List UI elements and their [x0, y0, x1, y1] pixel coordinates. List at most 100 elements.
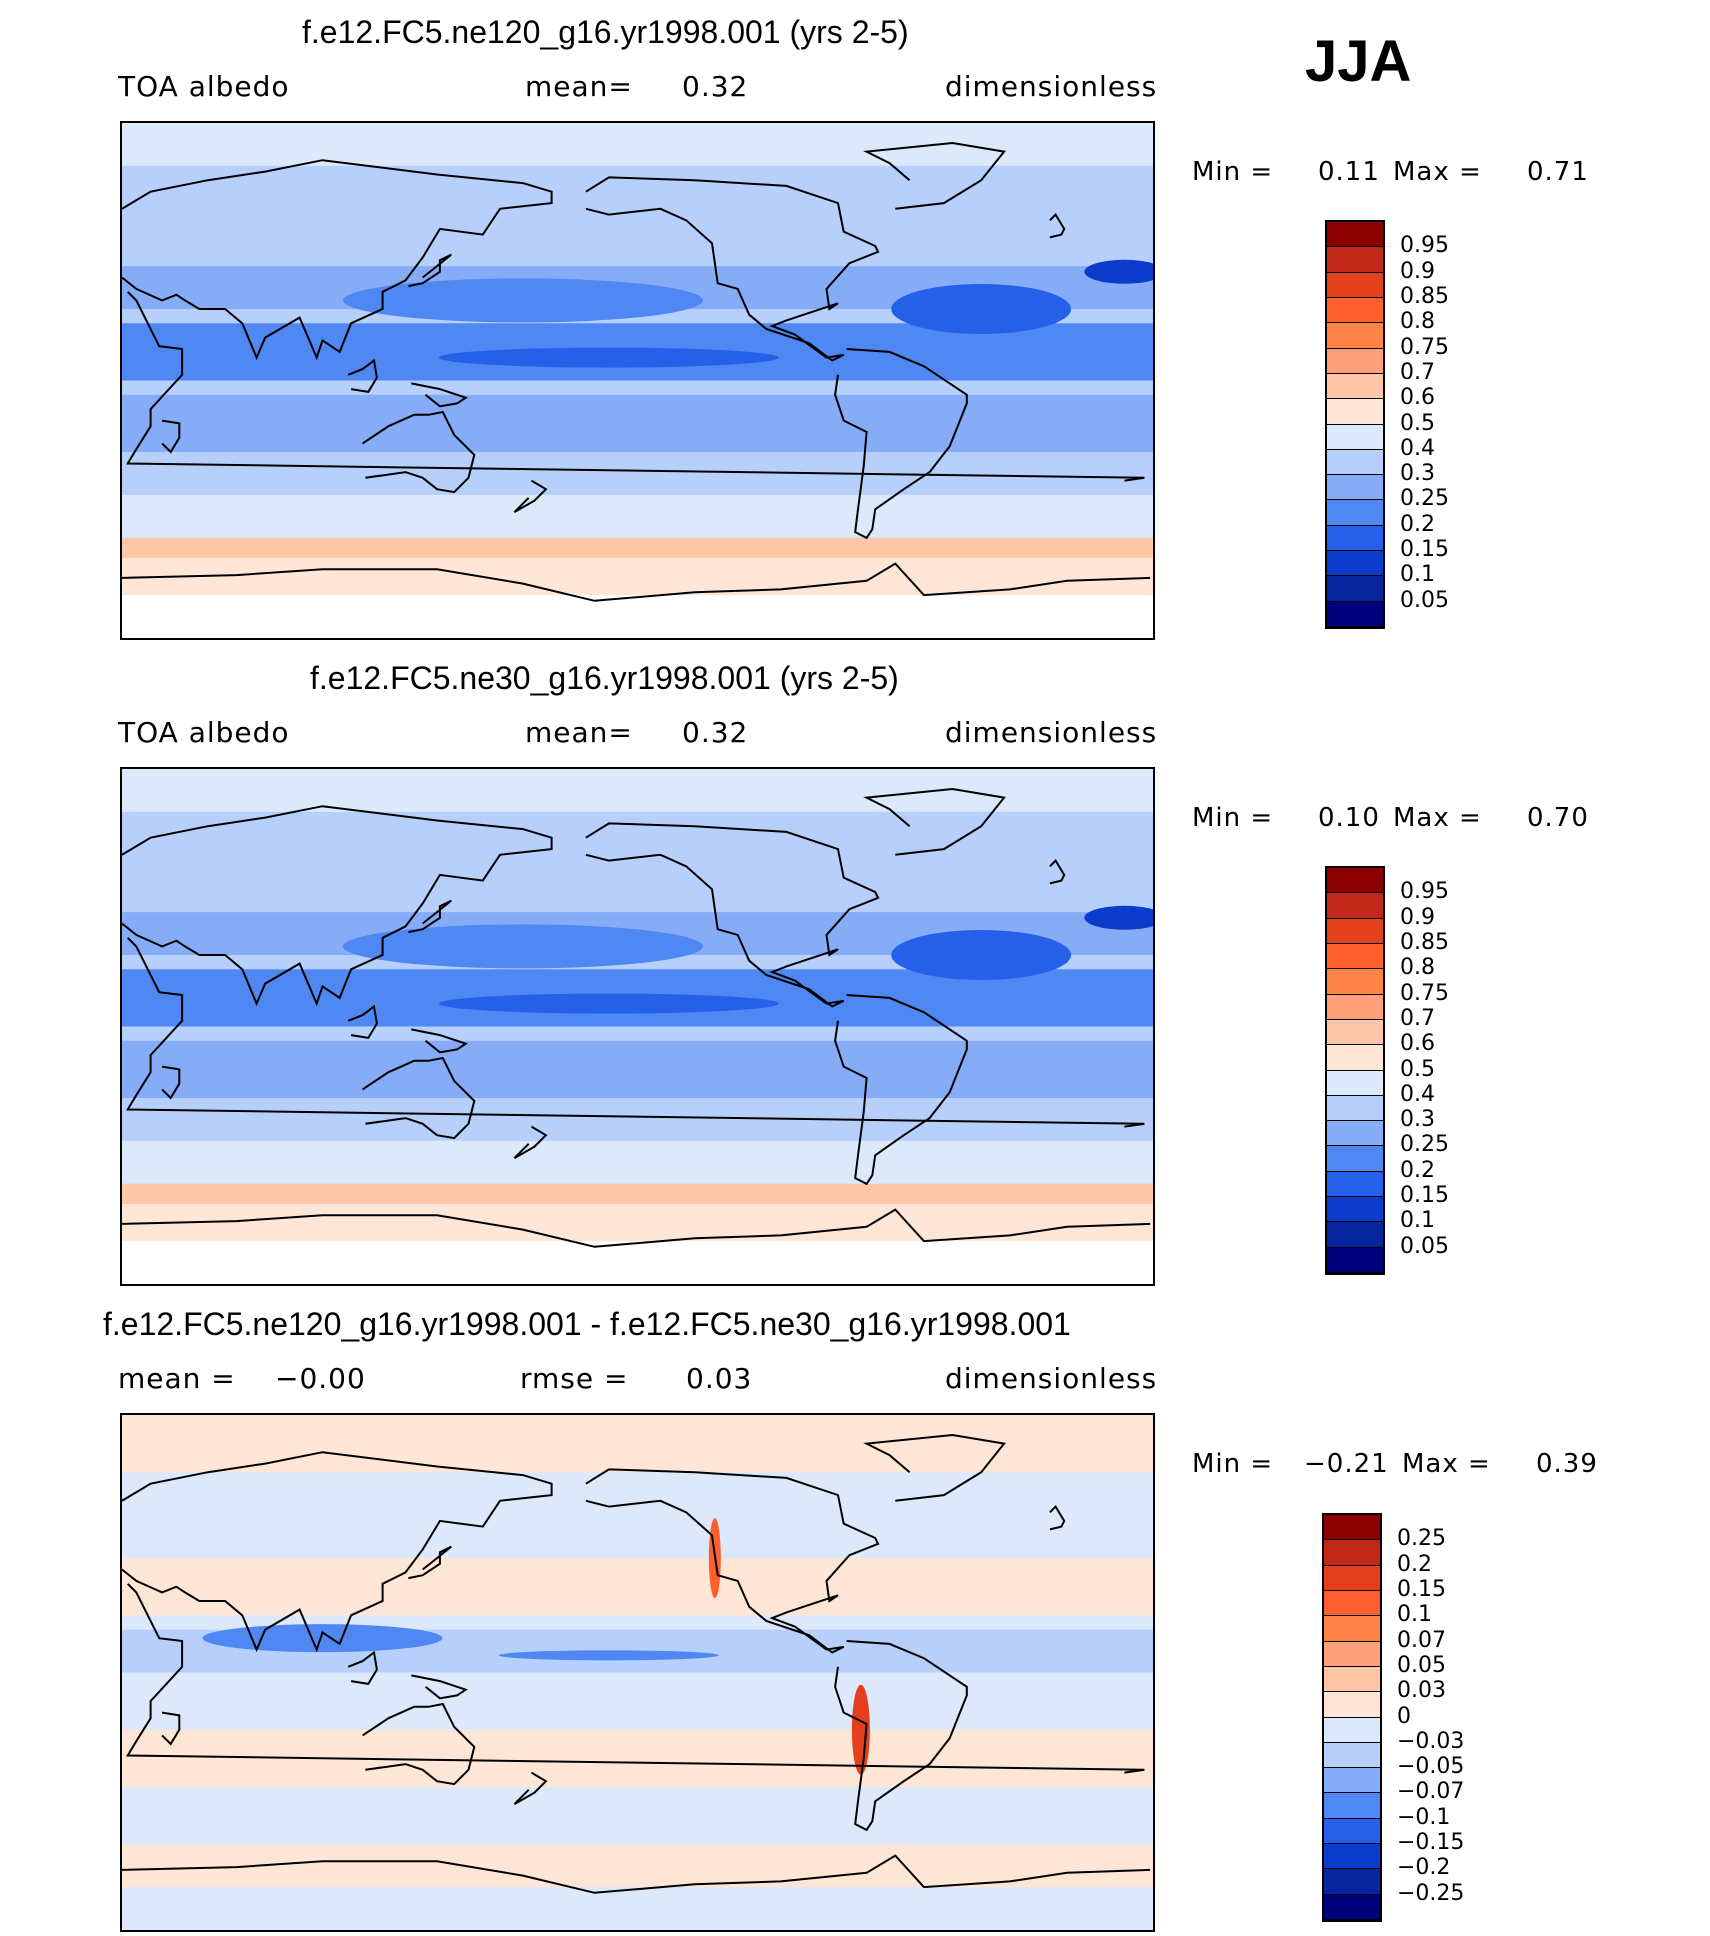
colorbar-segment — [1327, 601, 1383, 627]
japan-coastline — [408, 899, 452, 934]
min-value: −0.21 — [1304, 1449, 1389, 1479]
borneo-coastline — [347, 1650, 378, 1685]
colorbar-segment — [1327, 475, 1383, 501]
colorbar — [1325, 866, 1385, 1275]
field-anomaly — [851, 1684, 870, 1775]
max-label: Max = — [1393, 803, 1482, 833]
uk-coastline — [1049, 212, 1066, 239]
mean-value: −0.00 — [275, 1362, 366, 1395]
colorbar-segment — [1327, 1197, 1383, 1223]
field-anomaly — [498, 1650, 719, 1661]
new-guinea-coastline — [411, 382, 468, 408]
colorbar-tick-label: 0.05 — [1400, 1233, 1449, 1259]
borneo-coastline — [347, 1004, 378, 1039]
field-band — [122, 537, 1153, 558]
colorbar-tick-label: 0.5 — [1400, 410, 1435, 436]
colorbar-tick-label: −0.03 — [1397, 1728, 1465, 1754]
colorbar-segment — [1327, 297, 1383, 324]
colorbar-segment — [1324, 1616, 1380, 1642]
field-band — [122, 1241, 1153, 1284]
colorbar-segment — [1327, 1095, 1383, 1122]
mean-label: mean = — [118, 1362, 236, 1395]
colorbar-segment — [1327, 918, 1383, 944]
field-band — [122, 1203, 1153, 1242]
new-guinea-coastline — [411, 1028, 468, 1054]
colorbar-tick-label: 0.85 — [1400, 929, 1449, 955]
min-value: 0.11 — [1318, 157, 1380, 187]
colorbar-tick-label: 0.8 — [1400, 309, 1435, 335]
colorbar-tick-label: 0.25 — [1397, 1526, 1446, 1552]
colorbar-tick-label: 0.4 — [1400, 435, 1435, 461]
colorbar-tick-label: 0.7 — [1400, 359, 1435, 385]
colorbar-tick-label: 0.07 — [1397, 1627, 1446, 1653]
season-label: JJA — [1305, 29, 1412, 94]
colorbar-segment — [1324, 1641, 1380, 1667]
north-america-coastline — [585, 822, 880, 1008]
colorbar-tick-label: 0.7 — [1400, 1005, 1435, 1031]
colorbar-segment — [1327, 272, 1383, 298]
variable-label: TOA albedo — [118, 716, 290, 749]
field-band — [122, 1140, 1153, 1184]
colorbar-segment — [1324, 1869, 1380, 1895]
colorbar-tick-label: 0.6 — [1400, 1031, 1435, 1057]
field-band — [122, 1558, 1153, 1616]
colorbar-tick-label: 0 — [1397, 1703, 1411, 1729]
colorbar-segment — [1324, 1818, 1380, 1845]
australia-coastline — [362, 1056, 476, 1140]
colorbar-segment — [1327, 449, 1383, 476]
colorbar-tick-label: 0.8 — [1400, 955, 1435, 981]
colorbar-segment — [1327, 424, 1383, 450]
panel-title: f.e12.FC5.ne120_g16.yr1998.001 - f.e12.F… — [103, 1306, 1071, 1342]
colorbar-tick-label: 0.15 — [1400, 537, 1449, 563]
colorbar-segment — [1327, 1121, 1383, 1147]
colorbar-segment — [1324, 1515, 1380, 1541]
antarctica-coastline — [122, 1854, 1151, 1894]
colorbar-tick-label: 0.2 — [1400, 511, 1435, 537]
max-value: 0.71 — [1527, 157, 1589, 187]
madagascar-coastline — [161, 1065, 181, 1100]
colorbar-segment — [1327, 1019, 1383, 1046]
colorbar-segment — [1324, 1540, 1380, 1566]
colorbar-tick-label: 0.4 — [1400, 1081, 1435, 1107]
field-anomaly — [342, 924, 703, 969]
uk-coastline — [1049, 1504, 1066, 1531]
new-zealand-coastline — [513, 1125, 548, 1159]
field-band — [122, 595, 1153, 638]
colorbar — [1325, 220, 1385, 629]
colorbar-tick-label: 0.9 — [1400, 904, 1435, 930]
field-band — [122, 1472, 1153, 1516]
australia-coastline — [362, 1702, 476, 1786]
colorbar-tick-label: 0.9 — [1400, 258, 1435, 284]
greenland-coastline — [863, 1433, 1006, 1502]
field-anomaly — [438, 347, 779, 368]
mean-value: 0.32 — [682, 70, 749, 103]
japan-coastline — [408, 1545, 452, 1580]
min-label: Min = — [1192, 157, 1274, 187]
field-anomaly — [342, 278, 703, 323]
africa-coastline — [125, 291, 1145, 482]
colorbar-segment — [1324, 1768, 1380, 1794]
colorbar-tick-label: 0.05 — [1397, 1652, 1446, 1678]
colorbar-segment — [1324, 1666, 1380, 1693]
colorbar-tick-label: 0.1 — [1400, 1208, 1435, 1234]
colorbar-segment — [1327, 1247, 1383, 1273]
field-anomaly — [202, 1624, 443, 1653]
colorbar-tick-label: 0.75 — [1400, 980, 1449, 1006]
min-value: 0.10 — [1318, 803, 1380, 833]
antarctica-coastline — [122, 562, 1151, 602]
north-america-coastline — [585, 176, 880, 362]
field-band — [122, 1844, 1153, 1888]
colorbar-tick-label: 0.05 — [1400, 587, 1449, 613]
eurasia-coastline — [122, 1451, 553, 1653]
south-america-coastline — [834, 1640, 968, 1832]
madagascar-coastline — [161, 1711, 181, 1746]
field-band — [122, 494, 1153, 538]
colorbar-tick-label: 0.2 — [1397, 1551, 1432, 1577]
colorbar-segment — [1327, 576, 1383, 602]
borneo-coastline — [347, 358, 378, 393]
colorbar-tick-label: 0.95 — [1400, 233, 1449, 259]
field-band — [122, 769, 1153, 812]
units-label: dimensionless — [945, 1362, 1158, 1395]
new-guinea-coastline — [411, 1674, 468, 1700]
min-label: Min = — [1192, 803, 1274, 833]
